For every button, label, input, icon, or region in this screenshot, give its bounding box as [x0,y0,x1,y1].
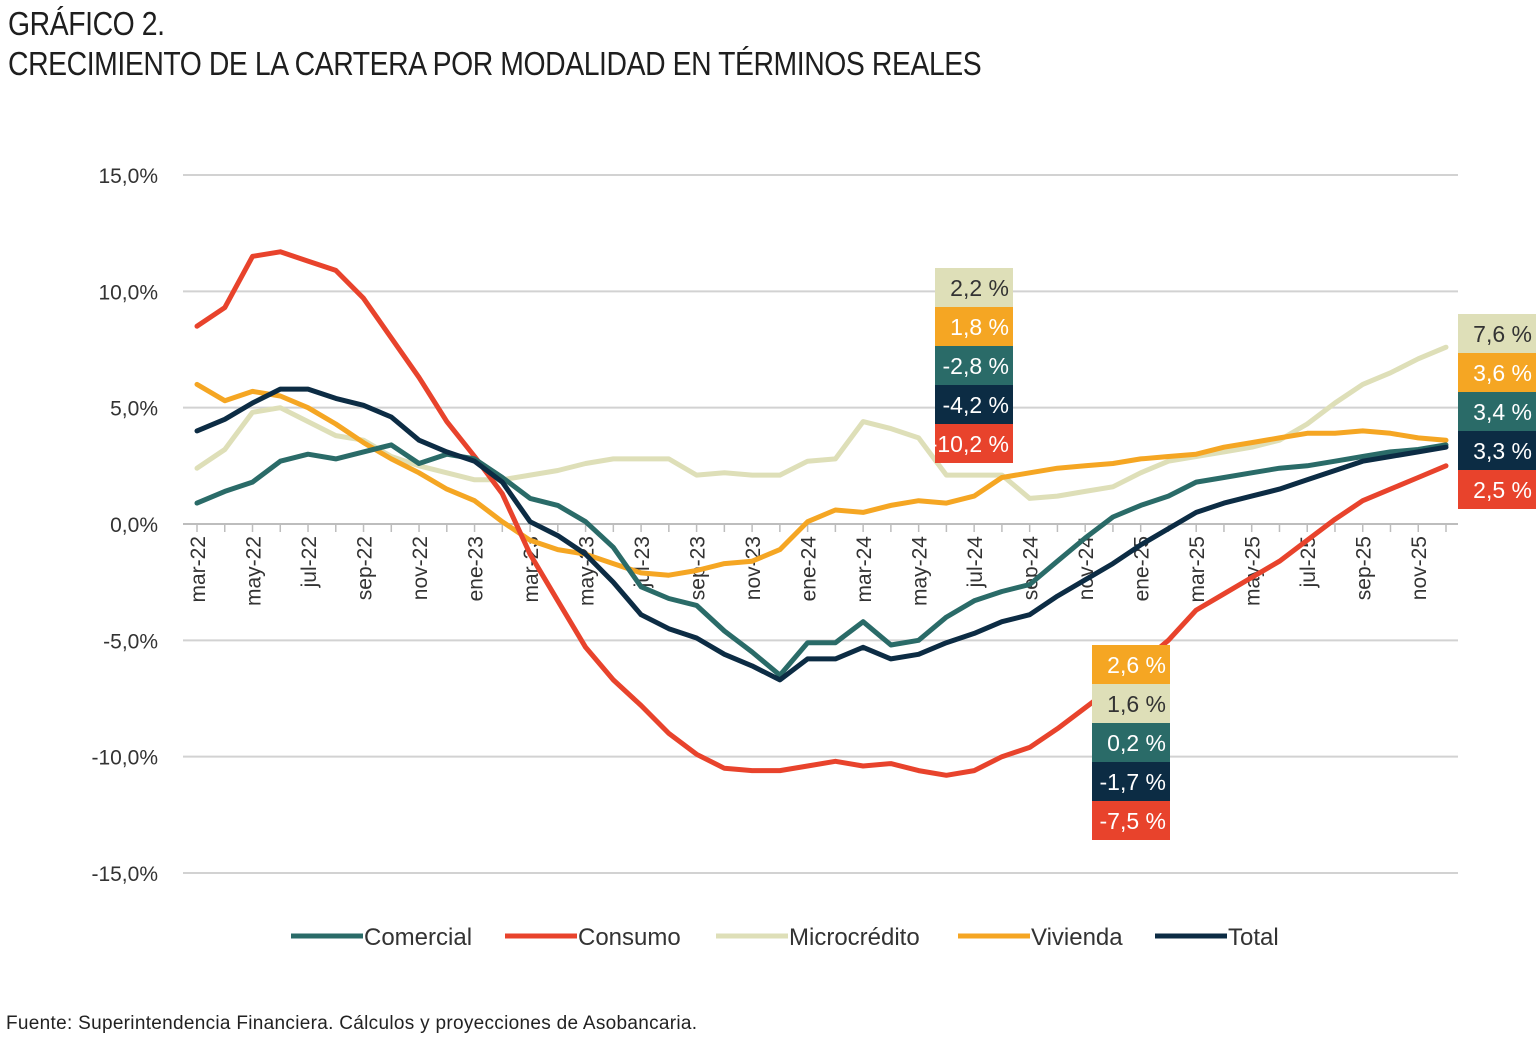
x-tick-label: may-22 [243,536,266,606]
data-label-vivienda: 2,6 % [1107,652,1166,678]
data-label-consumo: -10,2 % [930,431,1009,457]
data-label-consumo: 2,5 % [1473,477,1532,503]
legend-item-total: Total [1155,924,1279,951]
y-axis-tick-labels: 15,0% 10,0% 5,0% 0,0% -5,0% -10,0% -15,0% [91,165,158,886]
y-tick-label: -10,0% [91,747,158,770]
data-label-total: 3,3 % [1473,438,1532,464]
data-label-microcredito: 7,6 % [1473,321,1532,347]
source-note: Fuente: Superintendencia Financiera. Cál… [6,1013,698,1034]
legend: Comercial Consumo Microcrédito Vivienda Tota… [291,924,1279,951]
series-lines [194,249,1449,778]
x-tick-label: jul-24 [964,536,987,589]
label-box-total [1092,762,1170,801]
x-tick-label: sep-22 [354,536,377,600]
x-tick-label: mar-25 [1186,536,1209,603]
label-box-vivienda [935,307,1013,346]
data-label-vivienda: 3,6 % [1473,360,1532,386]
chart-title: CRECIMIENTO DE LA CARTERA POR MODALIDAD … [8,45,982,82]
data-label-comercial: 0,2 % [1107,730,1166,756]
x-tick-label: ene-25 [1131,536,1154,601]
x-tick-label: may-23 [576,536,599,606]
y-tick-label: 5,0% [110,398,158,421]
x-tick-label: mar-22 [187,536,210,603]
label-box-comercial [935,346,1013,385]
chart-number: GRÁFICO 2. [8,5,165,42]
label-box-vivienda [1092,645,1170,684]
x-tick-label: ene-24 [798,536,821,602]
x-tick-label: ene-23 [465,536,488,601]
legend-label-consumo: Consumo [578,924,681,951]
label-box-microcredito [1458,314,1536,353]
data-label-total: -4,2 % [943,392,1009,418]
label-box-consumo [1458,470,1536,509]
x-tick-label: nov-25 [1408,536,1431,600]
legend-item-comercial: Comercial [291,924,472,951]
legend-item-consumo: Consumo [505,924,681,951]
chart-title-block: GRÁFICO 2. CRECIMIENTO DE LA CARTERA POR… [8,4,1140,84]
x-axis: mar-22 may-22 jul-22 sep-22 nov-22 ene-23 mar-… [183,523,1458,606]
label-box-consumo [1092,801,1170,840]
label-box-microcredito [935,268,1013,307]
x-tick-label: nov-22 [409,536,432,600]
series-line-microcredito [194,344,1449,501]
data-label-microcredito: 1,6 % [1107,691,1166,717]
x-tick-label: may-24 [909,536,932,606]
x-tick-label: sep-25 [1353,536,1376,600]
legend-item-vivienda: Vivienda [958,924,1123,951]
label-box-total [1458,431,1536,470]
legend-label-microcredito: Microcrédito [789,924,920,951]
data-label-comercial: -2,8 % [943,353,1009,379]
label-group-dic-25: 7,6 % 3,6 % 3,4 % 3,3 % 2,5 % [1458,314,1536,509]
label-group-jun-24: 2,2 % 1,8 % -2,8 % -4,2 % -10,2 % [930,268,1013,463]
x-tick-label: mar-24 [853,536,876,603]
label-box-comercial [1092,723,1170,762]
x-tick-label: jul-25 [1297,536,1320,588]
data-label-comercial: 3,4 % [1473,399,1532,425]
data-label-microcredito: 2,2 % [950,275,1009,301]
y-tick-label: -15,0% [91,863,158,886]
legend-label-comercial: Comercial [364,924,472,951]
label-group-dic-24: 2,6 % 1,6 % 0,2 % -1,7 % -7,5 % [1092,645,1170,840]
x-tick-label: may-25 [1242,536,1265,606]
label-box-comercial [1458,392,1536,431]
line-chart: 15,0% 10,0% 5,0% 0,0% -5,0% -10,0% -15,0% mar-… [91,165,1536,951]
y-tick-label: -5,0% [103,630,158,653]
series-line-vivienda [194,381,1449,578]
label-box-total [935,385,1013,424]
legend-label-vivienda: Vivienda [1031,924,1123,951]
label-box-consumo [935,424,1013,463]
label-box-vivienda [1458,353,1536,392]
y-tick-label: 15,0% [98,165,158,188]
series-line-comercial [194,442,1449,678]
legend-item-microcredito: Microcrédito [716,924,920,951]
x-tick-label: nov-23 [742,536,765,600]
x-tick-label: sep-24 [1020,536,1043,601]
x-tick-label: jul-22 [298,536,321,588]
x-tick-label: mar-23 [520,536,543,603]
legend-label-total: Total [1228,924,1279,951]
data-label-total: -1,7 % [1100,769,1166,795]
series-line-total [194,386,1449,683]
series-line-consumo [194,249,1449,778]
y-tick-label: 10,0% [98,281,158,304]
data-label-consumo: -7,5 % [1100,808,1166,834]
data-label-vivienda: 1,8 % [950,314,1009,340]
y-tick-label: 0,0% [110,514,158,537]
data-label-groups: 2,2 % 1,8 % -2,8 % -4,2 % -10,2 % 2,6 % 1,6 % 0… [930,268,1536,840]
label-box-microcredito [1092,684,1170,723]
